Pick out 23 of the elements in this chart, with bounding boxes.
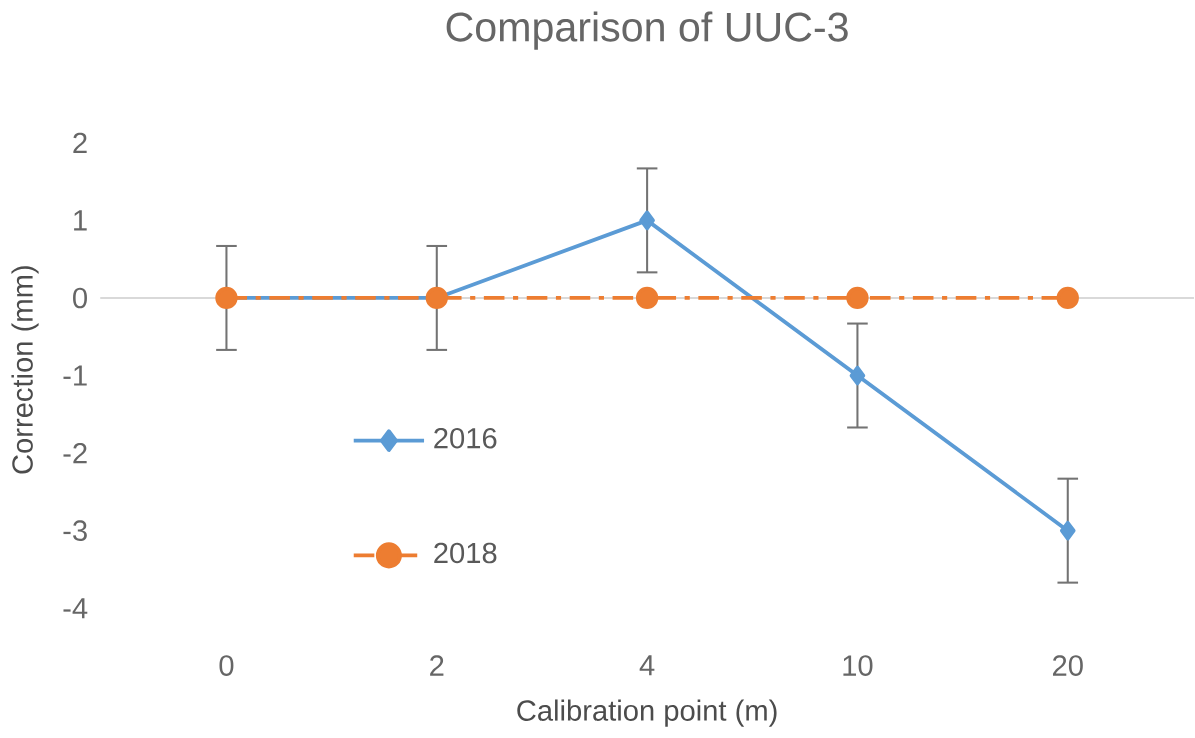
y-tick-label: 2	[73, 132, 87, 153]
y-tick-label: -1	[63, 365, 87, 386]
point	[639, 210, 655, 231]
y-axis-title: Correction (mm)	[11, 266, 39, 474]
y-tick-label: 0	[73, 287, 87, 309]
point	[846, 286, 869, 310]
y-tick-label: -3	[63, 520, 87, 541]
point	[1059, 520, 1076, 541]
y-tick-label: 1	[74, 210, 87, 231]
x-tick-label: 4	[639, 655, 655, 676]
x-tick-label: 10	[843, 655, 873, 676]
point	[849, 365, 866, 386]
chart-title: Comparison of UUC-3	[446, 11, 848, 50]
point	[1056, 286, 1079, 310]
point	[635, 286, 659, 310]
x-tick-label: 20	[1052, 655, 1083, 676]
y-tick-label: -2	[63, 442, 87, 464]
legend-label: 2018	[434, 542, 497, 564]
x-tick-label: 0	[219, 655, 234, 676]
x-axis-title: Calibration point (m)	[517, 699, 777, 727]
legend-label: 2016	[434, 427, 497, 449]
y-tick-label: -4	[63, 598, 88, 619]
x-tick-label: 2	[430, 655, 444, 676]
